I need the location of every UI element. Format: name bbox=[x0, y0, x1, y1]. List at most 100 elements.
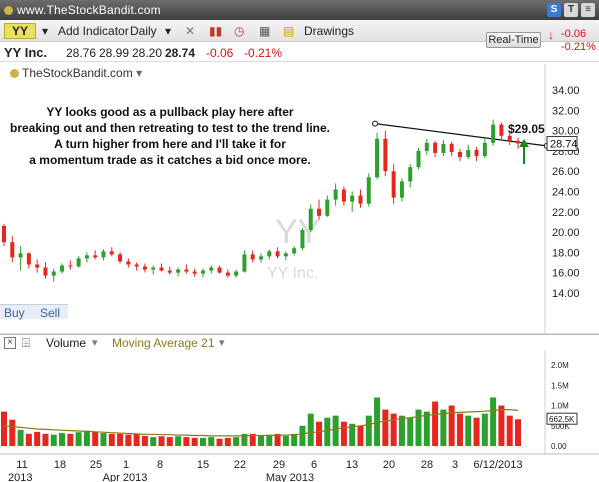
price-tick-label: 34.00 bbox=[552, 85, 580, 97]
volume-bar bbox=[307, 413, 314, 446]
volume-tick-label: 2.0M bbox=[551, 361, 569, 370]
drawings-button[interactable]: Drawings bbox=[304, 24, 355, 38]
candle-body bbox=[60, 265, 65, 272]
volume-bar bbox=[166, 437, 173, 446]
volume-bar bbox=[266, 434, 273, 446]
x-period-label: May 2013 bbox=[266, 472, 314, 482]
candle-body bbox=[399, 181, 404, 198]
ma-dropdown-icon[interactable]: ▾ bbox=[219, 337, 225, 349]
x-period-label: Apr 2013 bbox=[103, 472, 148, 482]
watermark-symbol: YY bbox=[275, 213, 320, 251]
volume-bar bbox=[34, 431, 41, 446]
interval-select[interactable]: Daily bbox=[130, 24, 157, 38]
low-value: 28.20 bbox=[132, 46, 163, 60]
symbol-input[interactable]: YY bbox=[4, 23, 36, 39]
volume-bar bbox=[515, 419, 521, 446]
volume-bar bbox=[473, 417, 480, 446]
volume-bar bbox=[25, 433, 32, 446]
volume-bar bbox=[9, 419, 16, 446]
candle-body bbox=[242, 254, 247, 272]
change-pct-value: -0.21% bbox=[244, 46, 283, 60]
alarm-icon[interactable]: ◷ bbox=[234, 24, 245, 38]
price-tick-label: 18.00 bbox=[552, 247, 580, 259]
price-tick-label: 16.00 bbox=[552, 268, 580, 280]
volume-bar bbox=[141, 435, 148, 446]
candle-body bbox=[118, 254, 123, 262]
candle-body bbox=[366, 177, 371, 204]
x-tick-label: 28 bbox=[421, 459, 433, 471]
source-globe-icon bbox=[10, 69, 19, 78]
volume-tick-label: 1.5M bbox=[551, 381, 569, 390]
volume-bar bbox=[332, 415, 339, 446]
x-tick-label: 3 bbox=[452, 459, 458, 471]
candle-body bbox=[408, 167, 413, 182]
candle-body bbox=[43, 267, 48, 276]
volume-dropdown-icon[interactable]: ▾ bbox=[92, 337, 98, 349]
settings-icon[interactable]: ⌹ bbox=[22, 335, 30, 350]
x-tick-label: 29 bbox=[273, 459, 285, 471]
note-icon[interactable]: ▤ bbox=[283, 24, 295, 38]
volume-bar bbox=[357, 425, 364, 446]
candle-body bbox=[433, 142, 438, 153]
volume-bar bbox=[291, 433, 298, 446]
chevron-down-icon[interactable]: ▾ bbox=[136, 66, 143, 80]
x-tick-label: 1 bbox=[123, 459, 129, 471]
volume-label: Volume bbox=[46, 336, 87, 350]
candle-body bbox=[68, 265, 73, 267]
x-tick-label: 6 bbox=[311, 459, 317, 471]
candle-body bbox=[358, 195, 363, 204]
volume-header: × ⌹ Volume ▾ Moving Average 21 ▾ bbox=[0, 334, 599, 350]
candle-body bbox=[275, 251, 280, 257]
volume-bar bbox=[208, 437, 215, 446]
brand-link[interactable]: www.TheStockBandit.com bbox=[4, 3, 161, 17]
realtime-button[interactable]: Real-Time bbox=[486, 32, 541, 48]
volume-bar bbox=[490, 397, 497, 446]
volume-bar bbox=[1, 411, 7, 446]
annotation-text-line: A turn higher from here and I'll take it… bbox=[54, 137, 286, 151]
skype-icon[interactable]: S bbox=[547, 3, 561, 17]
x-period-label: 2013 bbox=[8, 472, 32, 482]
candle-body bbox=[134, 264, 139, 267]
top-bar: www.TheStockBandit.com S T ≡ bbox=[0, 0, 599, 20]
candle-body bbox=[18, 253, 23, 258]
candle-body bbox=[192, 271, 197, 274]
volume-bar bbox=[258, 435, 264, 446]
volume-bar bbox=[191, 437, 198, 446]
last-volume-box bbox=[546, 412, 578, 425]
volume-bar bbox=[17, 429, 24, 446]
buy-button[interactable]: Buy bbox=[4, 306, 25, 320]
menu-icon[interactable]: ≡ bbox=[581, 3, 595, 17]
interval-dropdown-icon[interactable]: ▾ bbox=[165, 24, 172, 38]
candle-body bbox=[176, 269, 181, 273]
close-icon[interactable]: × bbox=[4, 337, 16, 349]
candle-body bbox=[424, 142, 429, 151]
volume-bar bbox=[67, 433, 74, 446]
candle-body bbox=[350, 195, 355, 202]
dropdown-arrow-icon[interactable]: ▾ bbox=[42, 24, 49, 38]
bar-chart-icon[interactable]: ▮▮ bbox=[209, 24, 223, 38]
x-tick-label: 15 bbox=[197, 459, 209, 471]
volume-bar bbox=[117, 433, 124, 446]
volume-bar bbox=[498, 405, 505, 446]
tools-icon[interactable]: ✕ bbox=[185, 24, 196, 38]
sell-button[interactable]: Sell bbox=[40, 306, 61, 320]
candle-body bbox=[516, 140, 520, 144]
volume-bar bbox=[199, 437, 206, 446]
text-size-icon[interactable]: T bbox=[564, 3, 578, 17]
volume-bar bbox=[340, 421, 347, 446]
volume-bar bbox=[282, 435, 289, 446]
candle-body bbox=[341, 189, 346, 202]
calendar-icon[interactable]: ▦ bbox=[259, 24, 271, 38]
last-price-label: 28.74 bbox=[550, 138, 578, 150]
candle-body bbox=[84, 255, 89, 259]
candle-body bbox=[217, 267, 222, 273]
globe-icon bbox=[4, 6, 13, 15]
add-indicator-button[interactable]: Add Indicator bbox=[58, 24, 129, 38]
candle-body bbox=[184, 269, 189, 272]
volume-bar bbox=[506, 415, 513, 446]
volume-bar bbox=[316, 421, 323, 446]
trend-line-handle bbox=[372, 120, 379, 127]
volume-bar bbox=[456, 413, 463, 446]
company-name: YY Inc. bbox=[4, 45, 48, 60]
